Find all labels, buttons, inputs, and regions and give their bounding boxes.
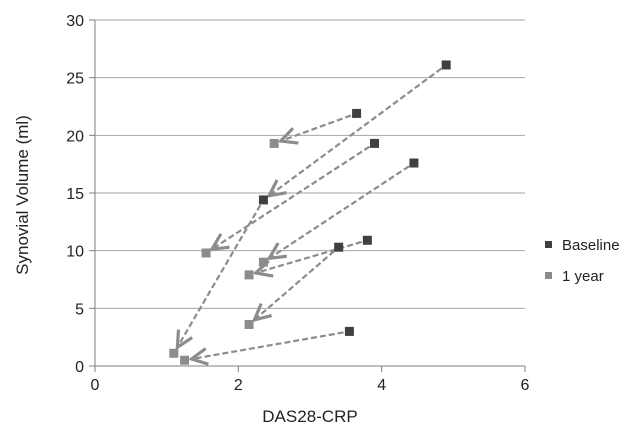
baseline-point: [409, 158, 419, 168]
one-year-point: [201, 248, 211, 258]
y-tick-label: 15: [66, 186, 84, 203]
one-year-point: [169, 348, 179, 358]
y-tick-label: 5: [75, 301, 84, 318]
one-year-point: [180, 355, 190, 365]
legend-marker-baseline: [545, 241, 552, 248]
x-tick-labels: 0 2 4 6: [91, 377, 530, 394]
legend: Baseline 1 year: [545, 237, 620, 285]
y-tick-label: 25: [66, 71, 84, 88]
y-tick-label: 20: [66, 128, 84, 145]
y-tick-labels: 0 5 10 15 20 25 30: [66, 13, 84, 376]
arrow: [212, 145, 371, 249]
arrows: [177, 67, 442, 359]
arrow: [191, 331, 344, 359]
baseline-point: [334, 242, 344, 252]
baseline-point: [344, 326, 354, 336]
arrow: [256, 240, 362, 273]
baseline-point: [352, 108, 362, 118]
arrow: [177, 204, 262, 347]
arrow: [269, 165, 410, 258]
baseline-point: [441, 60, 451, 70]
x-tick-label: 2: [234, 377, 243, 394]
y-axis-title: Synovial Volume (ml): [13, 115, 32, 275]
arrow: [281, 114, 352, 141]
baseline-point: [258, 195, 268, 205]
legend-label-baseline: Baseline: [562, 237, 620, 254]
baseline-point: [362, 235, 372, 245]
legend-marker-1-year: [545, 272, 552, 279]
one-year-point: [258, 257, 268, 267]
one-year-point: [269, 138, 279, 148]
arrow: [269, 67, 442, 196]
x-tick-label: 0: [91, 377, 100, 394]
gridlines: [89, 19, 525, 367]
data-points: [169, 60, 451, 365]
one-year-point: [244, 319, 254, 329]
baseline-point: [370, 138, 379, 148]
one-year-point: [244, 270, 254, 280]
x-tick-label: 4: [377, 377, 386, 394]
legend-label-1-year: 1 year: [562, 268, 604, 285]
y-tick-label: 0: [75, 359, 84, 376]
x-tick-label: 6: [521, 377, 530, 394]
y-tick-label: 10: [66, 244, 84, 261]
x-axis-title: DAS28-CRP: [262, 407, 357, 426]
axes: [94, 20, 526, 372]
y-tick-label: 30: [66, 13, 84, 30]
